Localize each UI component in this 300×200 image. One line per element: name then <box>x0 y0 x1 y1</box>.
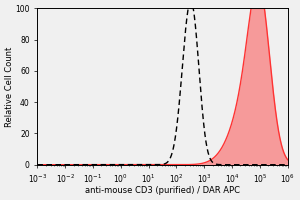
X-axis label: anti-mouse CD3 (purified) / DAR APC: anti-mouse CD3 (purified) / DAR APC <box>85 186 240 195</box>
Y-axis label: Relative Cell Count: Relative Cell Count <box>5 46 14 127</box>
